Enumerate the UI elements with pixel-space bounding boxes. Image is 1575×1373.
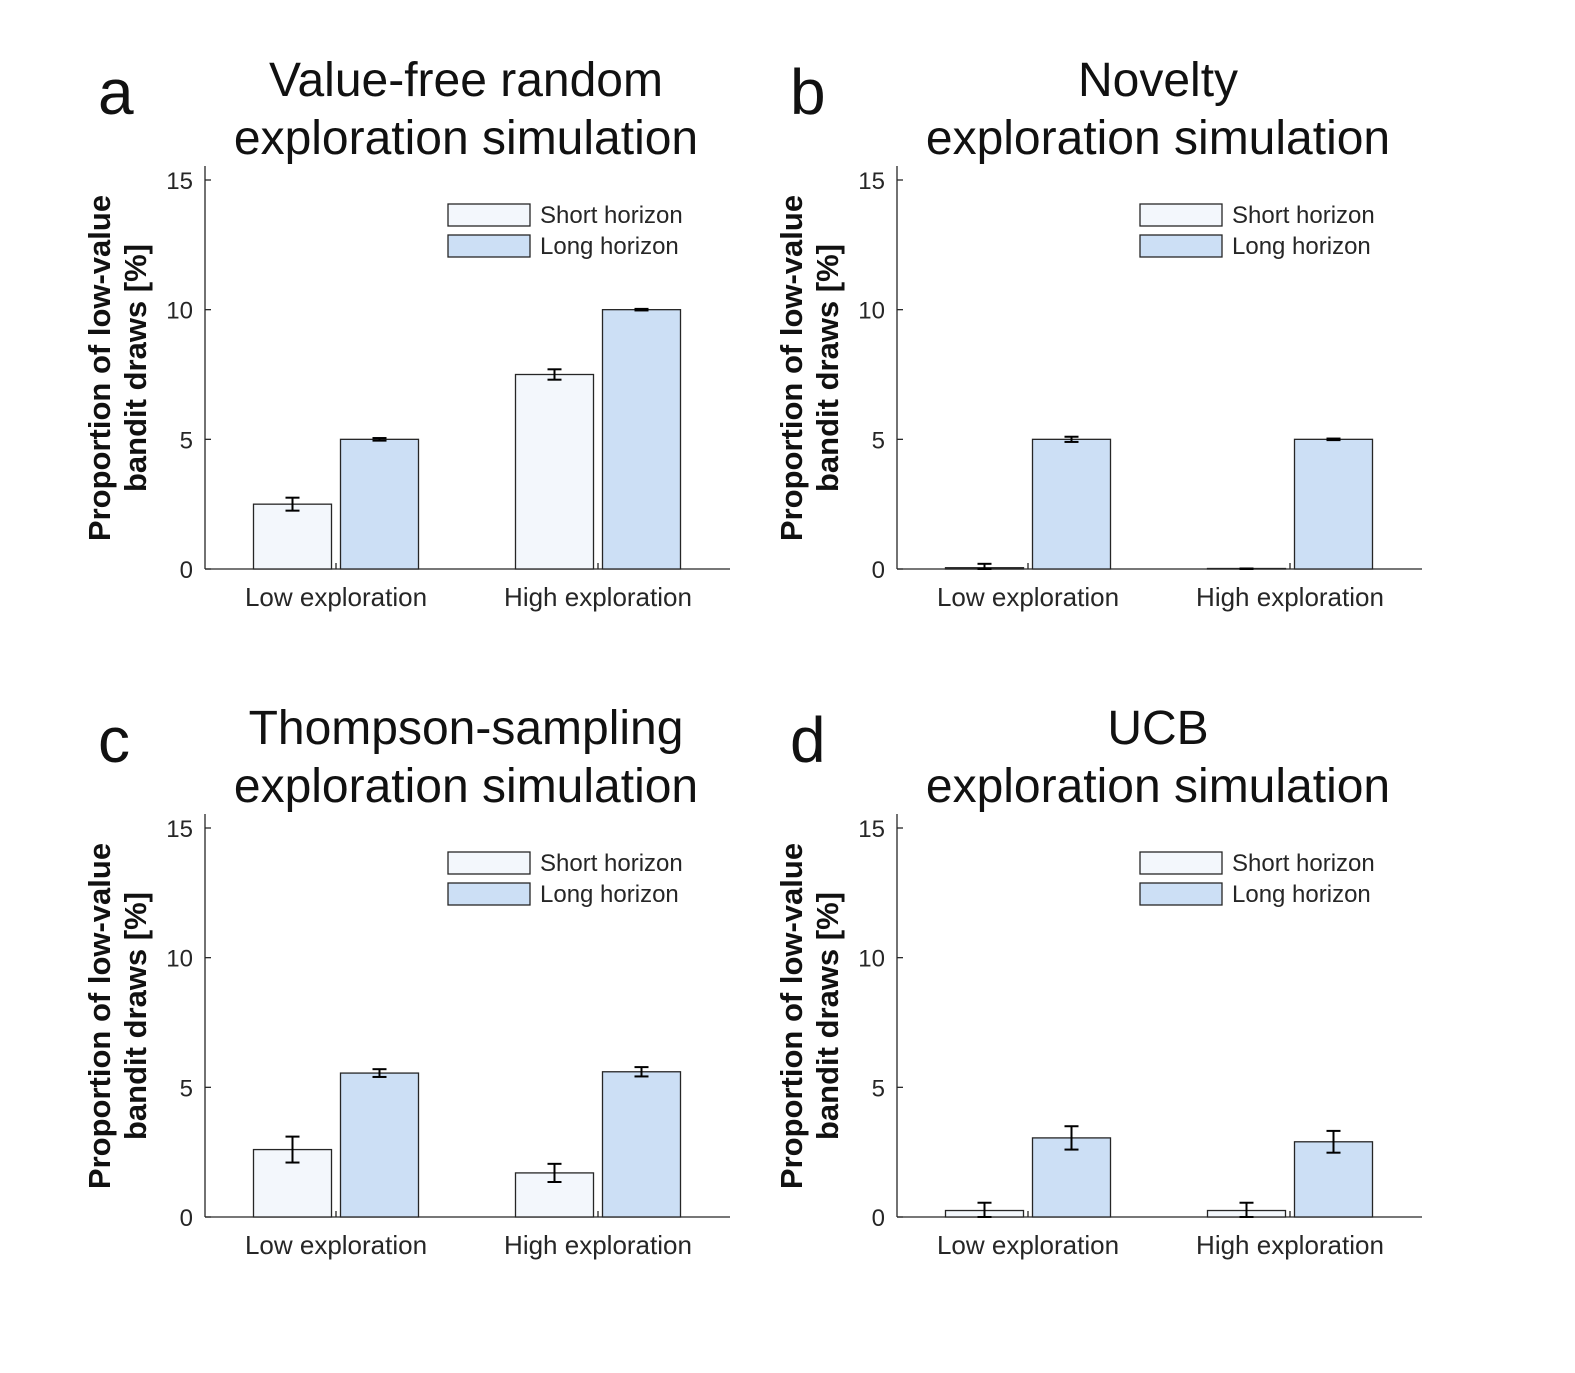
y-tick-label: 0 bbox=[872, 1205, 885, 1232]
chart-title: UCB bbox=[1107, 702, 1208, 755]
chart-title: exploration simulation bbox=[926, 760, 1390, 813]
bar-long-horizon bbox=[1293, 438, 1374, 570]
chart-title: exploration simulation bbox=[926, 112, 1390, 165]
y-tick-label: 5 bbox=[872, 427, 885, 454]
y-tick-label: 0 bbox=[872, 557, 885, 584]
y-tick-label: 10 bbox=[858, 946, 885, 973]
y-axis-label: bandit draws [%] bbox=[118, 244, 153, 492]
y-tick-label: 10 bbox=[166, 298, 193, 325]
chart-title: exploration simulation bbox=[234, 760, 698, 813]
bar-long-horizon bbox=[339, 1072, 420, 1218]
legend-swatch bbox=[1139, 851, 1223, 875]
y-tick-label: 0 bbox=[180, 557, 193, 584]
x-tick-label: High exploration bbox=[1196, 582, 1384, 612]
y-axis-label: Proportion of low-value bbox=[774, 843, 809, 1189]
y-tick-label: 10 bbox=[166, 946, 193, 973]
legend-swatch bbox=[1139, 234, 1223, 258]
y-tick-label: 5 bbox=[180, 1075, 193, 1102]
chart-title: Novelty bbox=[1078, 54, 1238, 107]
y-tick-label: 15 bbox=[858, 168, 885, 195]
y-axis-label: bandit draws [%] bbox=[810, 892, 845, 1140]
legend-label: Long horizon bbox=[540, 881, 679, 908]
y-axis-label: bandit draws [%] bbox=[118, 892, 153, 1140]
legend-label: Short horizon bbox=[1232, 202, 1375, 229]
y-tick-label: 15 bbox=[166, 168, 193, 195]
x-tick-label: High exploration bbox=[504, 582, 692, 612]
panel-letter: a bbox=[98, 56, 134, 128]
y-tick-label: 5 bbox=[872, 1075, 885, 1102]
y-axis-label: Proportion of low-value bbox=[774, 195, 809, 541]
x-tick-label: Low exploration bbox=[937, 1230, 1119, 1260]
y-tick-label: 5 bbox=[180, 427, 193, 454]
legend-swatch bbox=[447, 851, 531, 875]
legend-label: Short horizon bbox=[540, 850, 683, 877]
panel-letter: b bbox=[790, 56, 826, 128]
bar-long-horizon bbox=[1031, 438, 1112, 570]
y-tick-label: 15 bbox=[858, 816, 885, 843]
legend-label: Long horizon bbox=[1232, 233, 1371, 260]
chart-title: exploration simulation bbox=[234, 112, 698, 165]
legend-label: Long horizon bbox=[540, 233, 679, 260]
panel-letter: c bbox=[98, 704, 130, 776]
y-tick-label: 15 bbox=[166, 816, 193, 843]
legend-swatch bbox=[1139, 203, 1223, 227]
legend-label: Short horizon bbox=[1232, 850, 1375, 877]
x-tick-label: Low exploration bbox=[245, 1230, 427, 1260]
bar-long-horizon bbox=[339, 438, 420, 570]
x-tick-label: High exploration bbox=[504, 1230, 692, 1260]
bar-short-horizon bbox=[514, 373, 595, 570]
bar-short-horizon bbox=[252, 503, 333, 570]
bar-long-horizon bbox=[601, 1071, 682, 1218]
legend-label: Short horizon bbox=[540, 202, 683, 229]
bar-long-horizon bbox=[601, 309, 682, 570]
y-tick-label: 0 bbox=[180, 1205, 193, 1232]
legend-swatch bbox=[447, 234, 531, 258]
panel-letter: d bbox=[790, 704, 826, 776]
legend-swatch bbox=[447, 882, 531, 906]
y-tick-label: 10 bbox=[858, 298, 885, 325]
legend-label: Long horizon bbox=[1232, 881, 1371, 908]
y-axis-label: Proportion of low-value bbox=[82, 843, 117, 1189]
x-tick-label: High exploration bbox=[1196, 1230, 1384, 1260]
y-axis-label: Proportion of low-value bbox=[82, 195, 117, 541]
y-axis-label: bandit draws [%] bbox=[810, 244, 845, 492]
legend-swatch bbox=[447, 203, 531, 227]
legend-swatch bbox=[1139, 882, 1223, 906]
chart-title: Value-free random bbox=[269, 54, 663, 107]
chart-title: Thompson-sampling bbox=[249, 702, 684, 755]
x-tick-label: Low exploration bbox=[937, 582, 1119, 612]
x-tick-label: Low exploration bbox=[245, 582, 427, 612]
